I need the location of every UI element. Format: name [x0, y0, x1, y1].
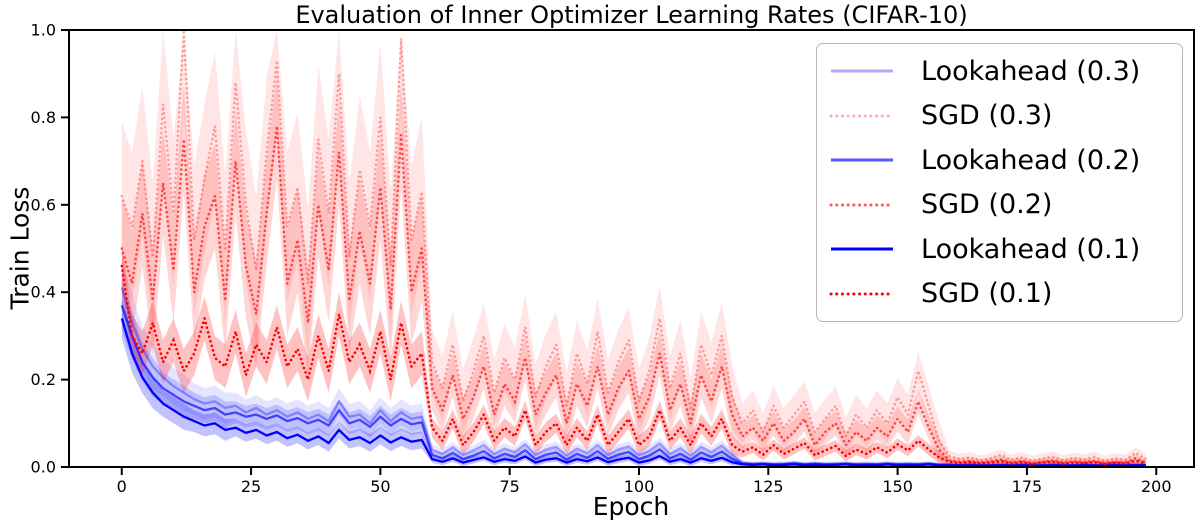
svg-text:50: 50: [370, 477, 390, 496]
legend-item-sgd-03: SGD (0.3): [817, 100, 1182, 131]
svg-text:25: 25: [241, 477, 261, 496]
svg-text:125: 125: [753, 477, 784, 496]
legend: Lookahead (0.3) SGD (0.3) Lookahead (0.2…: [816, 43, 1183, 322]
svg-text:150: 150: [882, 477, 913, 496]
legend-item-label: Lookahead (0.3): [921, 55, 1141, 87]
legend-line-sample: [831, 158, 893, 162]
legend-item-lookahead-03: Lookahead (0.3): [817, 56, 1182, 87]
svg-text:0.4: 0.4: [31, 283, 56, 302]
legend-item-label: Lookahead (0.2): [921, 144, 1141, 176]
legend-line-sample: [829, 114, 895, 118]
x-axis-label: Epoch: [592, 492, 670, 521]
legend-item-sgd-02: SGD (0.2): [817, 189, 1182, 220]
svg-text:0.6: 0.6: [31, 195, 56, 214]
legend-item-sgd-01: SGD (0.1): [817, 278, 1182, 309]
chart-title: Evaluation of Inner Optimizer Learning R…: [295, 1, 968, 29]
svg-text:0.0: 0.0: [31, 458, 56, 477]
legend-item-label: SGD (0.3): [921, 100, 1053, 132]
legend-line-sample: [831, 69, 893, 73]
legend-item-lookahead-02: Lookahead (0.2): [817, 145, 1182, 176]
svg-text:175: 175: [1012, 477, 1043, 496]
svg-text:200: 200: [1141, 477, 1172, 496]
svg-text:1.0: 1.0: [31, 21, 56, 40]
legend-line-sample: [829, 203, 895, 207]
legend-item-lookahead-01: Lookahead (0.1): [817, 234, 1182, 265]
svg-text:75: 75: [500, 477, 520, 496]
legend-item-label: SGD (0.2): [921, 189, 1053, 221]
svg-text:0.2: 0.2: [31, 370, 56, 389]
svg-text:0.8: 0.8: [31, 108, 56, 127]
legend-item-label: SGD (0.1): [921, 278, 1053, 310]
legend-line-sample: [829, 292, 895, 296]
svg-text:100: 100: [624, 477, 655, 496]
svg-text:0: 0: [117, 477, 127, 496]
legend-line-sample: [831, 247, 893, 251]
legend-item-label: Lookahead (0.1): [921, 233, 1141, 265]
